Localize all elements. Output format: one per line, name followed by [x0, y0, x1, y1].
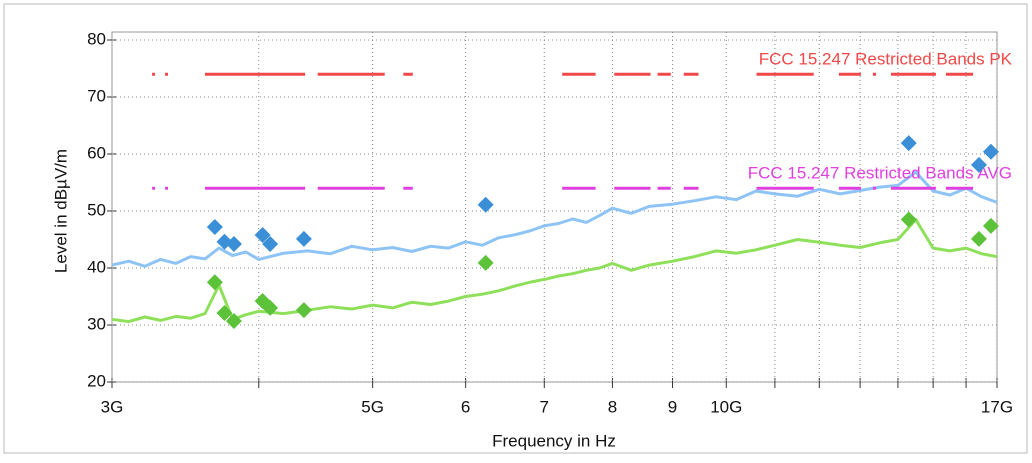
marker	[295, 230, 312, 247]
y-axis-label: Level in dBµV/m	[51, 149, 70, 273]
marker	[216, 305, 233, 322]
x-tick-label: 5G	[361, 397, 384, 416]
marker	[970, 156, 987, 173]
x-tick-label: 7	[540, 397, 549, 416]
marker	[970, 230, 987, 247]
limit-label: FCC 15.247 Restricted Bands AVG	[748, 164, 1012, 183]
x-tick-label: 17G	[981, 397, 1013, 416]
y-tick-label: 50	[87, 200, 106, 219]
plot-area	[111, 31, 998, 383]
y-tick-label: 40	[87, 257, 106, 276]
x-tick-label: 10G	[710, 397, 742, 416]
trace	[111, 170, 998, 268]
marker	[206, 218, 223, 235]
x-axis-label: Frequency in Hz	[492, 431, 616, 450]
frame	[3, 3, 1028, 454]
marker	[254, 226, 271, 243]
x-tick-label: 6	[461, 397, 470, 416]
limit-label: FCC 15.247 Restricted Bands PK	[759, 50, 1013, 69]
x-tick-label: 8	[608, 397, 617, 416]
y-tick-label: 60	[87, 143, 106, 162]
marker	[206, 274, 223, 291]
marker	[262, 236, 279, 253]
marker	[225, 236, 242, 253]
marker	[477, 196, 494, 213]
x-tick-label: 3G	[101, 397, 124, 416]
marker	[900, 211, 917, 228]
marker	[262, 299, 279, 316]
marker	[900, 135, 917, 152]
marker	[225, 313, 242, 330]
marker	[295, 302, 312, 319]
marker	[982, 143, 999, 160]
y-tick-label: 30	[87, 314, 106, 333]
marker	[982, 217, 999, 234]
y-tick-label: 80	[87, 29, 106, 48]
marker	[477, 254, 494, 271]
y-tick-label: 20	[87, 371, 106, 390]
y-tick-label: 70	[87, 86, 106, 105]
x-tick-label: 9	[668, 397, 677, 416]
